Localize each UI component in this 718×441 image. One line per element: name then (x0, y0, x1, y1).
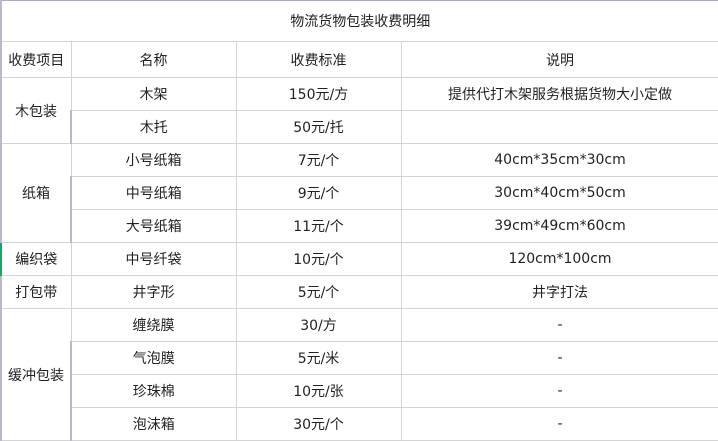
name-cell[interactable]: 木架 (70, 77, 237, 111)
name-cell[interactable]: 大号纸箱 (70, 209, 237, 243)
price-cell[interactable]: 30元/个 (235, 407, 402, 441)
note-cell[interactable]: - (400, 308, 718, 342)
note-cell[interactable]: - (400, 374, 718, 408)
price-cell[interactable]: 9元/个 (235, 176, 402, 210)
price-cell[interactable]: 5元/米 (235, 341, 402, 375)
name-cell[interactable]: 缠绕膜 (70, 308, 237, 342)
table-row: 大号纸箱 11元/个 39cm*49cm*60cm (1, 209, 718, 243)
note-cell[interactable]: 120cm*100cm (400, 242, 718, 276)
note-cell[interactable]: 井字打法 (400, 275, 718, 309)
name-cell[interactable]: 珍珠棉 (70, 374, 237, 408)
name-cell[interactable]: 小号纸箱 (70, 143, 237, 177)
price-cell[interactable]: 50元/托 (235, 110, 402, 144)
price-cell[interactable]: 11元/个 (235, 209, 402, 243)
note-cell[interactable]: 30cm*40cm*50cm (400, 176, 718, 210)
note-cell[interactable]: - (400, 407, 718, 441)
category-cell[interactable]: 木包装 (0, 77, 72, 144)
table-row: 纸箱 小号纸箱 7元/个 40cm*35cm*30cm (0, 143, 718, 243)
price-cell[interactable]: 150元/方 (235, 77, 402, 111)
table-row: 珍珠棉 10元/张 - (1, 374, 718, 408)
table-row: 中号纸箱 9元/个 30cm*40cm*50cm (1, 176, 718, 210)
table-row: 气泡膜 5元/米 - (1, 341, 718, 375)
table-title[interactable]: 物流货物包装收费明细 (0, 0, 718, 42)
table-row: 编织袋 中号纤袋 10元/个 120cm*100cm (0, 242, 718, 276)
name-cell[interactable]: 井字形 (70, 275, 237, 309)
price-cell[interactable]: 5元/个 (235, 275, 402, 309)
table-row: 木包装 木架 150元/方 提供代打木架服务根据货物大小定做 (0, 77, 718, 144)
name-cell[interactable]: 木托 (70, 110, 237, 144)
table-row: 缓冲包装 缠绕膜 30/方 - (0, 308, 718, 441)
header-name[interactable]: 名称 (70, 41, 237, 78)
note-cell[interactable]: - (400, 341, 718, 375)
table-row: 打包带 井字形 5元/个 井字打法 (0, 275, 718, 309)
category-cell[interactable]: 打包带 (0, 275, 72, 309)
note-cell[interactable]: 40cm*35cm*30cm (400, 143, 718, 177)
table-row: 木托 50元/托 (1, 110, 718, 144)
header-note[interactable]: 说明 (400, 41, 718, 78)
name-cell[interactable]: 气泡膜 (70, 341, 237, 375)
table-row: 泡沫箱 30元/个 - (1, 407, 718, 441)
category-cell[interactable]: 缓冲包装 (0, 308, 72, 441)
price-cell[interactable]: 30/方 (235, 308, 402, 342)
header-price[interactable]: 收费标准 (235, 41, 402, 78)
price-cell[interactable]: 7元/个 (235, 143, 402, 177)
name-cell[interactable]: 中号纤袋 (70, 242, 237, 276)
category-cell[interactable]: 编织袋 (0, 242, 72, 276)
note-cell[interactable]: 提供代打木架服务根据货物大小定做 (400, 77, 718, 111)
price-cell[interactable]: 10元/个 (235, 242, 402, 276)
header-category[interactable]: 收费项目 (0, 41, 72, 78)
name-cell[interactable]: 中号纸箱 (70, 176, 237, 210)
note-cell[interactable]: 39cm*49cm*60cm (400, 209, 718, 243)
note-cell[interactable] (400, 110, 718, 144)
price-cell[interactable]: 10元/张 (235, 374, 402, 408)
category-cell[interactable]: 纸箱 (0, 143, 72, 243)
name-cell[interactable]: 泡沫箱 (70, 407, 237, 441)
